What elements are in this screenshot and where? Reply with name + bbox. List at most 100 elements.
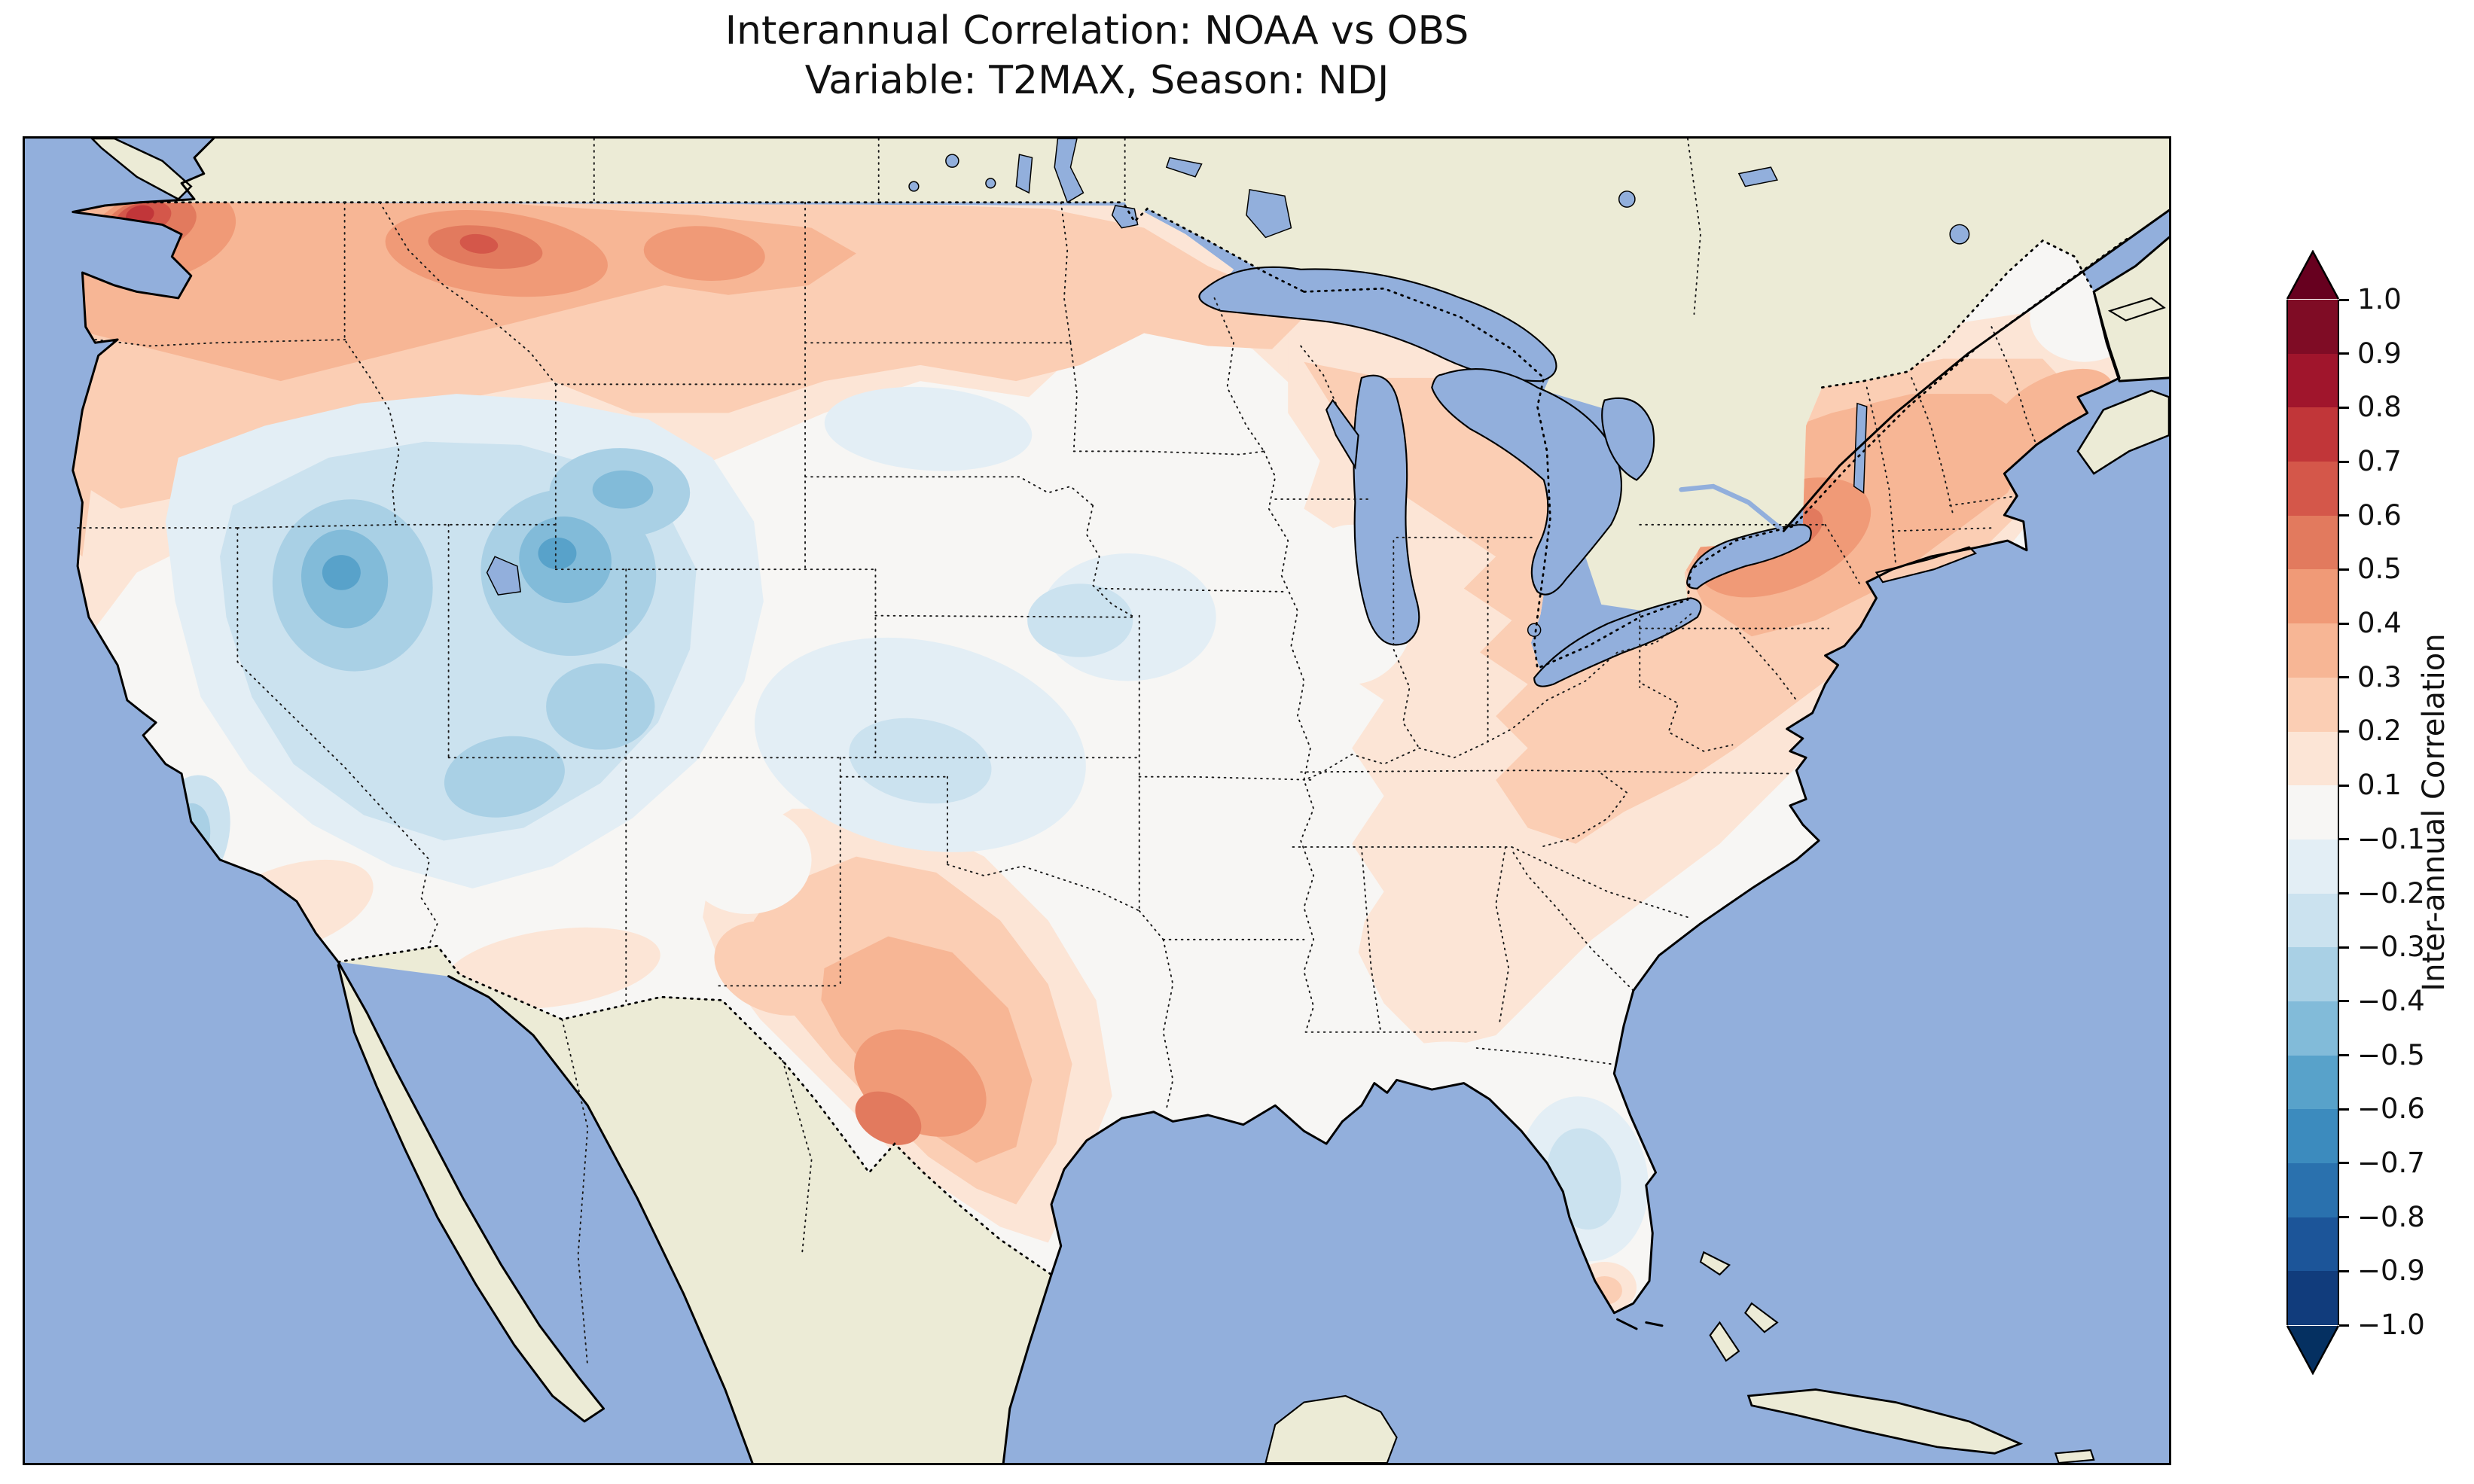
colorbar-tick (2339, 1054, 2349, 1057)
colorbar-tick-label: 0.6 (2357, 498, 2402, 532)
us-mexico-border (337, 944, 1053, 1276)
colorbar-tick (2339, 1324, 2349, 1327)
chart-title-line2: Variable: T2MAX, Season: NDJ (804, 58, 1390, 103)
colorbar-tick-label: 0.2 (2357, 715, 2402, 748)
colorbar-segment (2288, 1217, 2338, 1272)
colorbar-segment (2288, 407, 2338, 462)
lake-st-clair (1527, 623, 1542, 637)
colorbar-tick (2339, 838, 2349, 841)
lake-champlain (1853, 402, 1868, 494)
lake-huron (1431, 368, 1623, 596)
chart-title-line1: Interannual Correlation: NOAA vs OBS (725, 8, 1469, 53)
colorbar-segment (2288, 353, 2338, 408)
colorbar-tick-label: 0.1 (2357, 769, 2402, 802)
map-panel (23, 136, 2171, 1465)
colorbar-segment (2288, 515, 2338, 570)
colorbar: 1.0 0.9 0.8 0.7 0.6 0.5 0.4 0.3 0.2 0.1 −0.1 −0.2 −0… (2286, 250, 2425, 1375)
lake-ontario (1686, 523, 1812, 590)
canada-province-borders (593, 139, 1701, 315)
colorbar-segment (2288, 839, 2338, 894)
colorbar-tick (2339, 406, 2349, 409)
colorbar-tick (2339, 460, 2349, 463)
us-canada-border (139, 201, 2131, 670)
colorbar-tick-label: −0.9 (2357, 1254, 2425, 1287)
colorbar-segment (2288, 1163, 2338, 1217)
jamaica (2054, 1449, 2095, 1463)
colorbar-segment (2288, 1271, 2338, 1326)
lake-of-the-woods (1111, 205, 1139, 229)
yucatan-land (1264, 1394, 1398, 1463)
gulf-of-california-coastline (447, 975, 754, 1463)
colorbar-tick-label: −0.2 (2357, 876, 2425, 910)
colorbar-axis-label: Inter-annual Correlation (2417, 633, 2451, 992)
colorbar-tick (2339, 892, 2349, 895)
colorbar-tick (2339, 676, 2349, 679)
mexico-state-borders (561, 1018, 813, 1368)
colorbar-tick-label: −1.0 (2357, 1309, 2425, 1341)
colorbar-ticks: 1.0 0.9 0.8 0.7 0.6 0.5 0.4 0.3 0.2 0.1 −0.1 −0.2 −0… (2339, 284, 2467, 1341)
colorbar-tick-label: 0.3 (2357, 660, 2402, 693)
colorbar-segment (2288, 1109, 2338, 1163)
national-borders (139, 201, 2131, 1276)
lake-winnipeg (1054, 139, 1084, 203)
colorbar-tick-label: −0.8 (2357, 1200, 2425, 1233)
colorbar-tick (2339, 622, 2349, 625)
colorbar-segment (2288, 947, 2338, 1001)
colorbar-segment (2288, 1001, 2338, 1056)
prince-edward-island (2107, 297, 2166, 321)
vancouver-island (90, 139, 193, 201)
colorbar-tick-label: −0.4 (2357, 984, 2425, 1017)
colorbar-tick (2339, 784, 2349, 787)
green-bay (1325, 398, 1359, 470)
colorbar-tick-label: 0.9 (2357, 337, 2402, 370)
colorbar-tick-label: −0.7 (2357, 1146, 2425, 1179)
colorbar-tick-label: −0.6 (2357, 1092, 2425, 1126)
colorbar-extend-max-arrow (2286, 250, 2339, 300)
colorbar-extend-min-arrow (2286, 1325, 2339, 1375)
colorbar-tick (2339, 1108, 2349, 1111)
colorbar-tick-label: −0.1 (2357, 822, 2425, 855)
ottawa-river (1679, 483, 1786, 534)
colorbar-tick-label: 0.4 (2357, 607, 2402, 640)
colorbar-segment (2288, 731, 2338, 786)
us-correlation-map (25, 139, 2169, 1463)
colorbar-tick (2339, 730, 2349, 733)
cuba (1746, 1388, 2024, 1455)
colorbar-tick (2339, 1000, 2349, 1003)
colorbar-segment (2288, 893, 2338, 948)
lake-erie (1533, 597, 1702, 687)
gaspe-coastline (2092, 236, 2169, 382)
nova-scotia (2076, 389, 2169, 475)
colorbar-tick (2339, 1269, 2349, 1272)
coastlines (72, 139, 2169, 1463)
bahamas-islands (1699, 1251, 1779, 1362)
colorbar-tick (2339, 514, 2349, 517)
colorbar-segment (2288, 569, 2338, 624)
state-borders (77, 139, 2037, 1368)
colorbar-segment (2288, 623, 2338, 678)
great-lakes (1198, 266, 1812, 687)
islands (90, 139, 2169, 1463)
colorbar-tick-label: 0.5 (2357, 553, 2402, 586)
us-canada-border-northeast (1820, 239, 2095, 389)
us-gulf-atlantic-coastline (1050, 290, 2121, 1315)
florida-keys (1616, 1318, 1664, 1330)
colorbar-gradient (2286, 300, 2339, 1326)
colorbar-tick (2339, 568, 2349, 571)
colorbar-tick (2339, 946, 2349, 949)
colorbar-segment (2288, 462, 2338, 516)
colorbar-tick-label: 1.0 (2357, 283, 2402, 315)
lake-michigan (1353, 374, 1420, 646)
colorbar-segment (2288, 677, 2338, 732)
figure-title: Interannual Correlation: NOAA vs OBS Var… (23, 6, 2171, 105)
colorbar-segment (2288, 1055, 2338, 1110)
colorbar-tick-label: 0.7 (2357, 445, 2402, 478)
colorbar-tick-label: 0.8 (2357, 391, 2402, 424)
colorbar-tick-label: −0.3 (2357, 931, 2425, 964)
st-lawrence-north-bank (1782, 209, 2169, 532)
pacific-coastline (72, 139, 606, 1423)
colorbar-tick (2339, 1162, 2349, 1165)
colorbar-segment (2288, 785, 2338, 840)
great-salt-lake (486, 556, 521, 596)
lake-nipigon (1246, 188, 1292, 239)
